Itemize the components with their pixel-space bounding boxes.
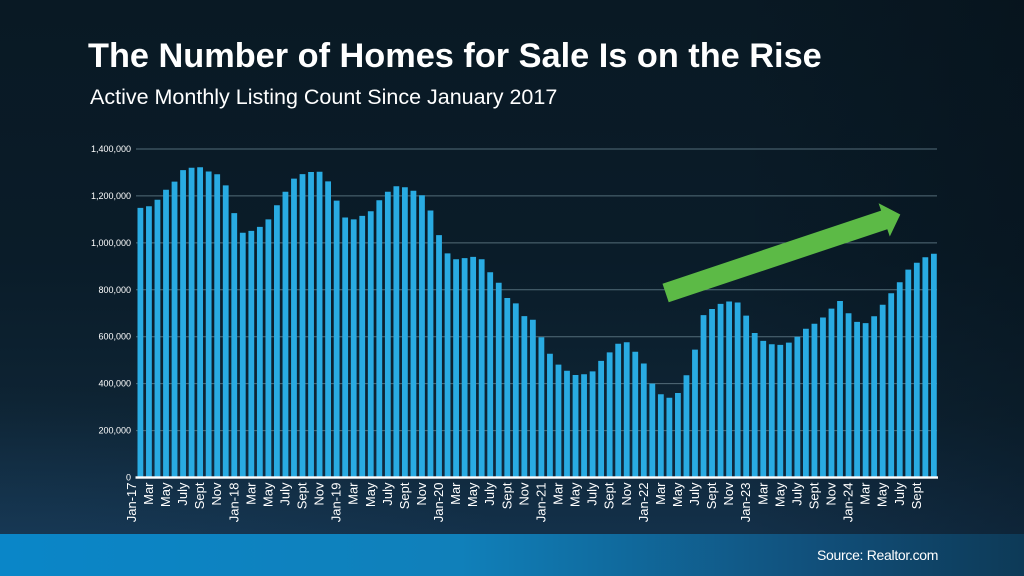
svg-text:Sept: Sept — [909, 482, 924, 509]
svg-text:Sept: Sept — [806, 482, 821, 509]
svg-text:Mar: Mar — [243, 482, 258, 505]
svg-text:July: July — [687, 482, 702, 506]
svg-text:Jan-21: Jan-21 — [533, 483, 548, 523]
svg-text:Nov: Nov — [516, 482, 531, 506]
svg-text:Mar: Mar — [858, 482, 873, 505]
svg-text:Nov: Nov — [619, 482, 634, 506]
svg-text:Sept: Sept — [704, 482, 719, 509]
svg-text:May: May — [363, 482, 378, 507]
svg-text:May: May — [260, 482, 275, 507]
svg-text:Jan-17: Jan-17 — [124, 483, 139, 523]
svg-text:July: July — [585, 482, 600, 506]
svg-text:Mar: Mar — [141, 482, 156, 505]
svg-text:July: July — [892, 482, 907, 506]
svg-text:May: May — [158, 482, 173, 507]
svg-text:May: May — [465, 482, 480, 507]
svg-text:May: May — [568, 482, 583, 507]
svg-text:800,000: 800,000 — [98, 285, 131, 295]
svg-text:Mar: Mar — [755, 482, 770, 505]
svg-text:Mar: Mar — [448, 482, 463, 505]
svg-text:Nov: Nov — [824, 482, 839, 506]
svg-text:Jan-20: Jan-20 — [431, 483, 446, 523]
svg-text:1,400,000: 1,400,000 — [91, 144, 131, 154]
svg-text:Jan-19: Jan-19 — [329, 483, 344, 523]
svg-text:July: July — [789, 482, 804, 506]
svg-text:600,000: 600,000 — [98, 332, 131, 342]
svg-text:July: July — [277, 482, 292, 506]
svg-text:Mar: Mar — [346, 482, 361, 505]
svg-text:Nov: Nov — [721, 482, 736, 506]
svg-text:Jan-22: Jan-22 — [636, 483, 651, 523]
svg-text:July: July — [482, 482, 497, 506]
svg-text:Mar: Mar — [551, 482, 566, 505]
svg-text:Nov: Nov — [312, 482, 327, 506]
svg-text:Jan-24: Jan-24 — [841, 483, 856, 523]
svg-text:July: July — [175, 482, 190, 506]
svg-text:Nov: Nov — [209, 482, 224, 506]
svg-text:Sept: Sept — [397, 482, 412, 509]
svg-text:400,000: 400,000 — [98, 379, 131, 389]
svg-text:Mar: Mar — [653, 482, 668, 505]
svg-text:1,200,000: 1,200,000 — [91, 191, 131, 201]
svg-text:Sept: Sept — [602, 482, 617, 509]
svg-text:200,000: 200,000 — [98, 426, 131, 436]
svg-text:May: May — [772, 482, 787, 507]
svg-text:0: 0 — [126, 473, 131, 483]
svg-text:Sept: Sept — [499, 482, 514, 509]
svg-text:May: May — [670, 482, 685, 507]
svg-text:Jan-18: Jan-18 — [226, 483, 241, 523]
svg-text:1,000,000: 1,000,000 — [91, 238, 131, 248]
svg-text:Nov: Nov — [414, 482, 429, 506]
svg-text:Jan-23: Jan-23 — [738, 483, 753, 523]
svg-text:May: May — [875, 482, 890, 507]
svg-text:Sept: Sept — [295, 482, 310, 509]
svg-text:Sept: Sept — [192, 482, 207, 509]
svg-text:July: July — [380, 482, 395, 506]
